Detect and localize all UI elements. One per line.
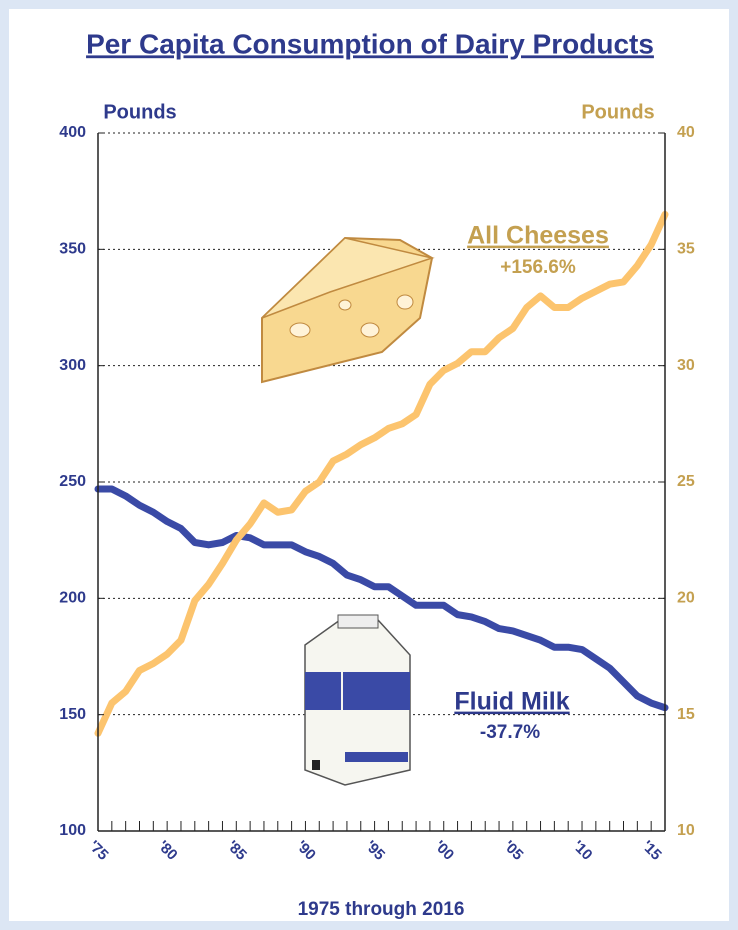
y-tick-label: 200 (59, 590, 86, 607)
milk-illustration (305, 615, 410, 785)
y-tick-label: 400 (59, 124, 86, 141)
y2-tick-label: 15 (677, 706, 695, 723)
y-axis-title: Pounds (103, 101, 176, 123)
page: Per Capita Consumption of Dairy Products… (0, 0, 738, 930)
chart-title: Per Capita Consumption of Dairy Products (86, 28, 654, 59)
y2-tick-label: 30 (677, 357, 695, 374)
panel (9, 9, 729, 921)
y2-tick-label: 35 (677, 241, 695, 258)
y-tick-label: 250 (59, 473, 86, 490)
y-tick-label: 150 (59, 706, 86, 723)
chart: Per Capita Consumption of Dairy Products… (0, 0, 738, 930)
series-label: Fluid Milk (454, 688, 569, 716)
x-axis-title: 1975 through 2016 (298, 899, 465, 920)
y2-tick-label: 25 (677, 473, 695, 490)
y-tick-label: 300 (59, 357, 86, 374)
y2-tick-label: 20 (677, 590, 695, 607)
y2-tick-label: 10 (677, 822, 695, 839)
y2-axis-title: Pounds (581, 101, 654, 123)
y2-tick-label: 40 (677, 124, 695, 141)
series-label: All Cheeses (467, 222, 609, 250)
y-tick-label: 350 (59, 241, 86, 258)
annotation: +156.6% (500, 257, 576, 278)
y-tick-label: 100 (59, 822, 86, 839)
annotation: -37.7% (480, 722, 540, 743)
